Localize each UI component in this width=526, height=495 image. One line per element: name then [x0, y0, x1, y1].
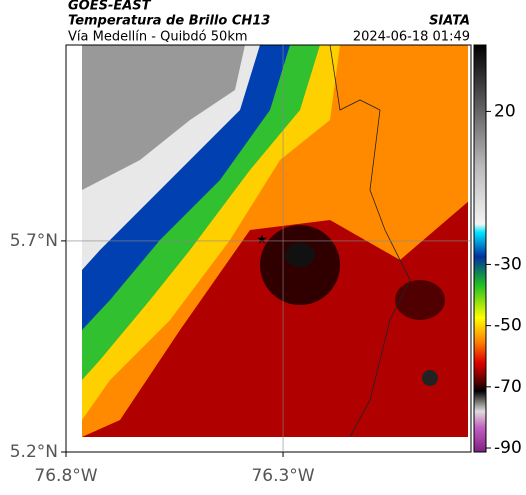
colorbar-tick-label: 20	[494, 101, 516, 121]
x-tick-label: 76.3°W	[251, 466, 314, 486]
title: Temperatura de Brillo CH13	[68, 14, 270, 29]
y-tick-label: 5.7°N	[10, 231, 58, 251]
source: SIATA	[429, 14, 470, 29]
colorbar-tick-label: -30	[494, 254, 522, 274]
subtitle: Vía Medellín - Quibdó 50km	[68, 30, 248, 45]
product: GOES-EAST	[68, 0, 152, 14]
map-frame	[65, 44, 472, 453]
colorbar-tick-label: -50	[494, 316, 522, 336]
location-marker: ★	[256, 233, 268, 248]
colorbar	[473, 44, 487, 453]
colorbar-tick-label: -70	[494, 377, 522, 397]
x-tick-label: 76.8°W	[34, 466, 97, 486]
datetime: 2024-06-18 01:49	[353, 30, 470, 45]
satellite-image	[82, 45, 468, 437]
y-tick-label: 5.2°N	[10, 442, 58, 462]
colorbar-tick-label: -90	[494, 438, 522, 458]
